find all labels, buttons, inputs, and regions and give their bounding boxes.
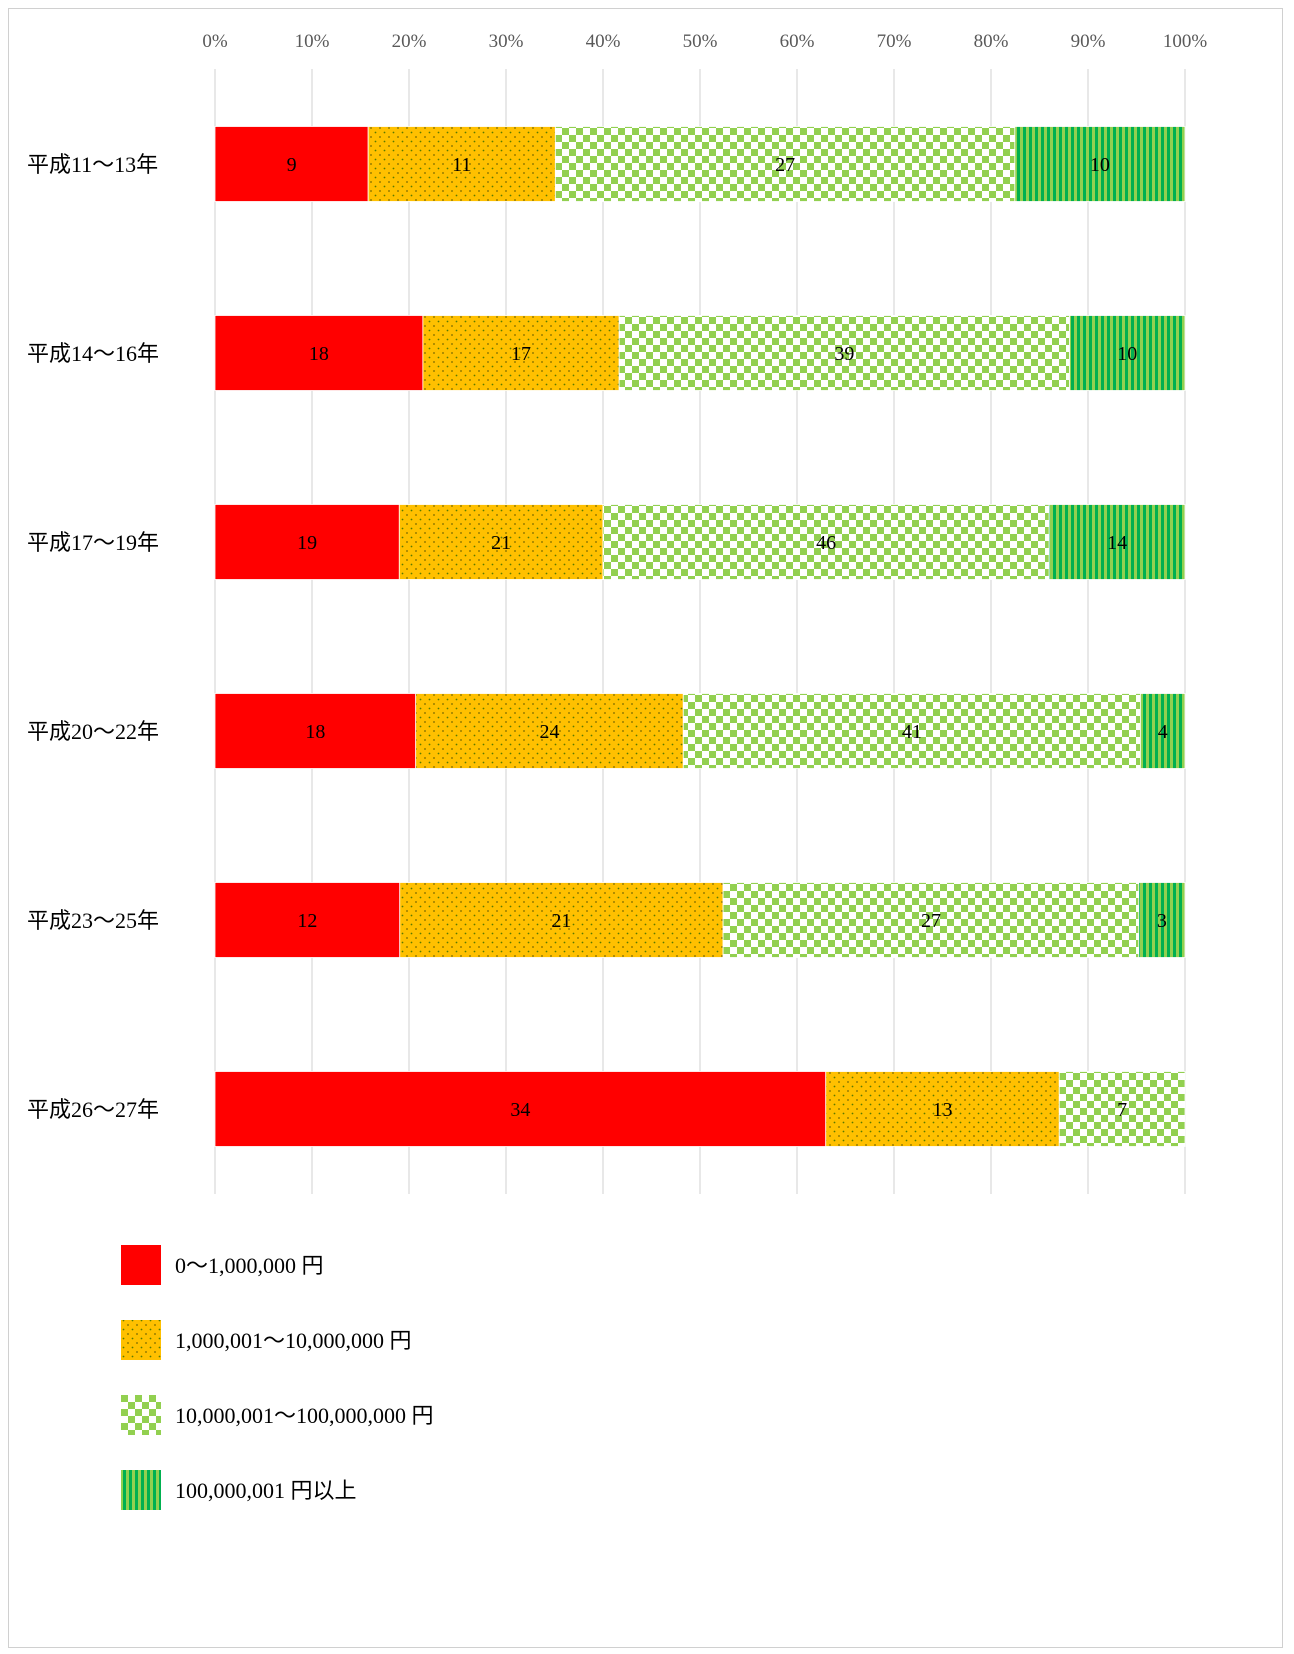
x-tick-label: 70% bbox=[877, 31, 912, 52]
data-label: 7 bbox=[1117, 1099, 1127, 1121]
bar-segment bbox=[602, 504, 1050, 580]
data-label: 18 bbox=[309, 343, 329, 365]
legend-item: 10,000,001～100,000,000 円 bbox=[121, 1395, 434, 1435]
x-tick-label: 90% bbox=[1071, 31, 1106, 52]
gridlines bbox=[214, 69, 1186, 1194]
category-label: 平成20～22年 bbox=[27, 719, 159, 744]
category-label: 平成26～27年 bbox=[27, 1097, 159, 1122]
legend-item: 100,000,001 円以上 bbox=[121, 1470, 357, 1510]
bar-row: 34 13 7 bbox=[214, 1071, 1186, 1147]
data-label: 10 bbox=[1117, 343, 1137, 365]
bar-segment bbox=[214, 882, 401, 958]
bar-segment bbox=[1048, 504, 1186, 580]
legend-label: 100,000,001 円以上 bbox=[175, 1478, 357, 1503]
x-tick-label: 100% bbox=[1163, 31, 1208, 52]
bar-segment bbox=[398, 504, 604, 580]
bar-segment bbox=[1014, 126, 1186, 202]
x-tick-label: 0% bbox=[202, 31, 228, 52]
data-label: 19 bbox=[297, 532, 317, 554]
legend-label: 0～1,000,000 円 bbox=[175, 1253, 324, 1278]
bar-segment bbox=[399, 882, 724, 958]
bar-row: 12 21 27 3 bbox=[214, 882, 1186, 958]
data-label: 11 bbox=[452, 154, 471, 176]
bar-segment bbox=[1058, 1071, 1186, 1147]
data-label: 21 bbox=[551, 910, 571, 932]
data-label: 41 bbox=[902, 721, 922, 743]
data-label: 4 bbox=[1158, 721, 1168, 743]
legend-swatch bbox=[121, 1245, 161, 1285]
data-label: 3 bbox=[1157, 910, 1167, 932]
legend-swatch bbox=[121, 1320, 161, 1360]
category-label: 平成23～25年 bbox=[27, 908, 159, 933]
bar-segment bbox=[1140, 693, 1186, 769]
x-axis-tick-labels: 0% 10% 20% 30% 40% 50% 60% 70% 80% 90% 100% bbox=[202, 31, 1207, 52]
legend-label: 10,000,001～100,000,000 円 bbox=[175, 1403, 434, 1428]
legend-item: 0～1,000,000 円 bbox=[121, 1245, 324, 1285]
data-label: 9 bbox=[287, 154, 297, 176]
bar-segment bbox=[367, 126, 556, 202]
category-labels: 平成11～13年平成14～16年平成17～19年平成20～22年平成23～25年… bbox=[27, 152, 159, 1122]
x-tick-label: 10% bbox=[295, 31, 330, 52]
data-label: 14 bbox=[1107, 532, 1127, 554]
bar-segment bbox=[214, 693, 417, 769]
data-label: 21 bbox=[491, 532, 511, 554]
category-label: 平成17～19年 bbox=[27, 530, 159, 555]
data-label: 12 bbox=[297, 910, 317, 932]
bar-segment bbox=[618, 315, 1070, 391]
data-label: 27 bbox=[921, 910, 941, 932]
category-label: 平成14～16年 bbox=[27, 341, 159, 366]
data-label: 34 bbox=[510, 1099, 530, 1121]
x-tick-label: 50% bbox=[683, 31, 718, 52]
data-label: 24 bbox=[539, 721, 559, 743]
bar-segment bbox=[415, 693, 684, 769]
data-label: 39 bbox=[834, 343, 854, 365]
legend: 0～1,000,000 円 1,000,001～10,000,000 円 10,00… bbox=[121, 1245, 434, 1510]
bar-segment bbox=[722, 882, 1140, 958]
legend-swatch bbox=[121, 1470, 161, 1510]
bar-segment bbox=[825, 1071, 1060, 1147]
bar-segment bbox=[214, 504, 400, 580]
data-label: 27 bbox=[775, 154, 795, 176]
bar-segment bbox=[214, 315, 424, 391]
bar-segment bbox=[214, 126, 369, 202]
x-tick-label: 30% bbox=[489, 31, 524, 52]
legend-swatch bbox=[121, 1395, 161, 1435]
bar-row: 19 21 46 14 bbox=[214, 504, 1186, 580]
data-label: 46 bbox=[816, 532, 836, 554]
legend-label: 1,000,001～10,000,000 円 bbox=[175, 1328, 412, 1353]
data-label: 13 bbox=[933, 1099, 953, 1121]
bar-segment bbox=[554, 126, 1016, 202]
bar-row: 18 17 39 10 bbox=[214, 315, 1186, 391]
legend-item: 1,000,001～10,000,000 円 bbox=[121, 1320, 412, 1360]
x-tick-label: 20% bbox=[392, 31, 427, 52]
bars: 9 11 27 10 18 17 39 10 19 21 46 14 18 24 41 4 12 21 27 3 34 1… bbox=[214, 126, 1186, 1147]
bar-segment bbox=[214, 1071, 827, 1147]
x-tick-label: 40% bbox=[586, 31, 621, 52]
data-label: 17 bbox=[511, 343, 531, 365]
bar-segment bbox=[422, 315, 620, 391]
x-tick-label: 60% bbox=[780, 31, 815, 52]
bar-segment bbox=[1069, 315, 1186, 391]
stacked-bar-chart: 0% 10% 20% 30% 40% 50% 60% 70% 80% 90% 100% 9 11 27 1… bbox=[27, 31, 1207, 1510]
bar-row: 18 24 41 4 bbox=[214, 693, 1186, 769]
bar-row: 9 11 27 10 bbox=[214, 126, 1186, 202]
x-tick-label: 80% bbox=[974, 31, 1009, 52]
category-label: 平成11～13年 bbox=[27, 152, 158, 177]
bar-segment bbox=[1138, 882, 1186, 958]
chart-frame: 0% 10% 20% 30% 40% 50% 60% 70% 80% 90% 100% 9 11 27 1… bbox=[8, 8, 1283, 1648]
bar-segment bbox=[682, 693, 1141, 769]
data-label: 10 bbox=[1090, 154, 1110, 176]
data-label: 18 bbox=[305, 721, 325, 743]
